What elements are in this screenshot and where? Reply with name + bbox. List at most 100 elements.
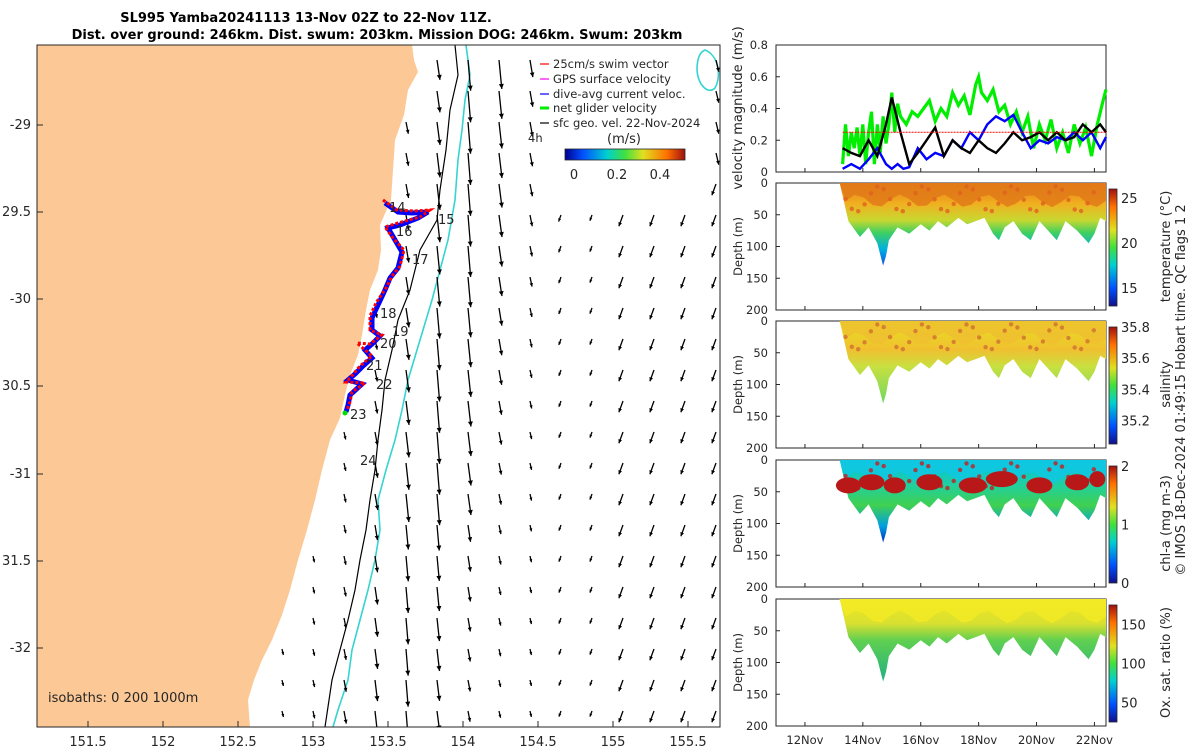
chlorophyll-cbar-tick-1: 1 [1121,519,1129,534]
section-dot [964,184,969,189]
sfc-arrow-head [405,516,411,523]
sfc-arrow-head [312,559,316,563]
oxygen-ylabel: Depth (m) [731,633,745,692]
sfc-arrow-head [436,236,442,243]
chl-max-patch-3 [916,474,943,491]
section-dot [913,190,918,196]
sfc-arrow-head [558,279,562,284]
section-dot [907,201,912,207]
sfc-arrow-head [467,480,473,486]
sfc-arrow-head [436,489,442,495]
section-dot [957,467,963,473]
sfc-arrow-head [618,718,622,723]
velocity-ytick-1: 0.2 [750,133,768,147]
sfc-arrow-head [618,253,622,258]
sfc-arrow [374,710,378,727]
section-dot [1047,190,1052,195]
section-dot [1021,474,1026,479]
sfc-arrow-head [405,670,411,676]
sfc-arrow-head [711,377,715,382]
lon-tick-0: 151.5 [69,735,106,750]
time-tick-2: 16Nov [902,733,939,747]
sfc-arrow-head [680,532,684,537]
map-axis-ticks: 151.5 152 152.5 153 153.5 154 154.5 155 155.5 -29… [2,118,707,750]
sfc-arrow-head [589,372,593,376]
sfc-arrow-head [529,559,533,563]
sfc-arrow-head [589,403,593,407]
salinity-cbar-tick-3: 35.8 [1121,321,1150,336]
sfc-arrow-head [711,346,715,351]
sfc-arrow-head [589,496,593,500]
section-dot [970,187,975,192]
sfc-arrow-head [558,434,562,438]
sfc-arrow-head [436,172,442,178]
sfc-arrow [467,214,472,247]
lat-tick-4: -31 [10,467,31,482]
lon-tick-2: 152.5 [219,735,256,750]
side-credit: © IMOS 18-Dec-2024 01:49:15 Hobart time.… [1174,204,1189,575]
sfc-arrow-head [405,607,411,613]
sfc-arrow-head [312,621,316,625]
section-dot [1028,207,1033,212]
section-dot [945,485,950,491]
chl-max-patch-2 [883,477,906,494]
section-dot [894,206,899,212]
section-dot [1066,197,1071,203]
chlorophyll-ytick-2: 100 [746,517,768,531]
section-dot [843,473,848,479]
sfc-arrow-head [589,434,593,438]
oxygen-colorbar [1108,604,1118,723]
section-dot [887,334,893,340]
sfc-arrow-head [618,315,622,320]
sfc-arrow-head [558,403,562,407]
sfc-arrow-head [680,718,684,723]
sfc-arrow-head [649,532,653,537]
section-dot [887,196,893,202]
section-dot [1008,461,1014,466]
day-label-21: 21 [366,359,383,374]
time-tick-0: 12Nov [786,733,823,747]
sfc-arrow-head [498,470,503,475]
day-label-15: 15 [438,213,455,228]
section-field-oxygen [839,599,1106,682]
chl-max-patch-4 [958,477,987,494]
salinity-colorbar [1108,326,1118,445]
temperature-colorbar [1108,188,1118,307]
sfc-arrow-head [374,535,379,541]
time-tick-1: 14Nov [844,733,881,747]
sfc-arrow-head [649,470,653,475]
lat-tick-2: -30 [10,292,31,307]
section-dot [1008,184,1014,189]
section-dot [849,344,854,349]
section-dot [900,209,905,214]
sfc-arrow-head [436,427,442,433]
temperature-ytick-2: 100 [746,240,768,254]
section-dot [1078,346,1084,352]
oxygen-ytick-0: 0 [761,592,768,606]
sfc-arrow-head [374,695,380,702]
sfc-arrow-head [529,161,534,167]
sfc-arrow-head [374,599,380,605]
velocity-ytick-2: 0.4 [750,102,768,116]
sfc-arrow [467,59,472,91]
salinity-ytick-2: 100 [746,378,768,392]
sfc-arrow-head [498,113,504,119]
sfc-arrow-head [529,682,533,686]
sfc-arrow-head [558,218,562,222]
section-dot [1002,190,1007,195]
sfc-arrow-head [374,567,380,573]
sfc-arrow-head [467,566,472,572]
isobath-1000 [332,45,471,727]
sfc-arrow-head [649,315,653,320]
sfc-arrow-head [529,435,533,440]
sfc-arrow-head [405,161,410,166]
salinity-ytick-4: 200 [746,441,768,455]
map-legend: 25cm/s swim vector GPS surface velocity … [528,57,700,183]
sfc-arrow-head [343,561,347,565]
sfc-arrow-head [589,589,593,593]
chlorophyll-cbar-tick-0: 0 [1121,577,1129,592]
section-dot [1059,187,1065,192]
section-dot [1053,461,1058,466]
sfc-arrow-head [529,528,533,532]
